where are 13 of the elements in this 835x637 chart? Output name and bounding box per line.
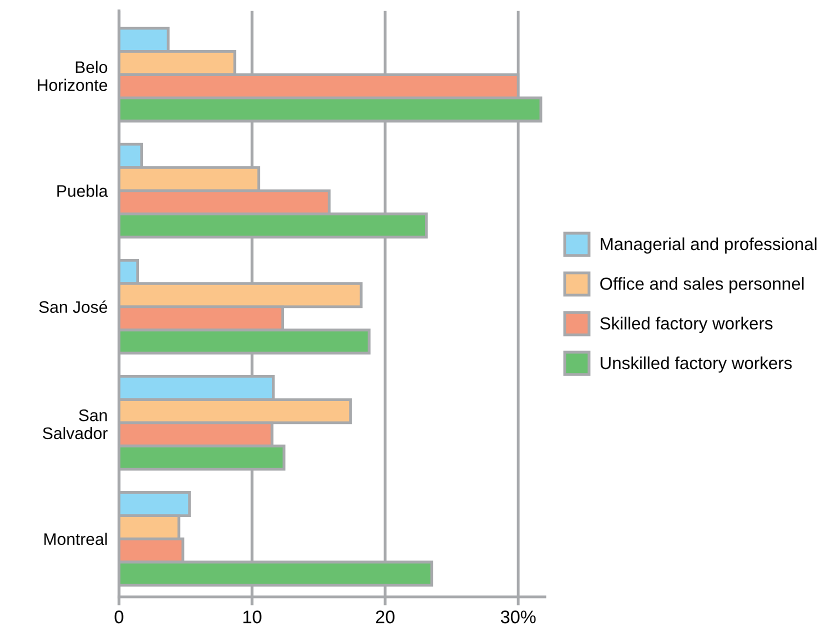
legend-label: Skilled factory workers (600, 316, 772, 333)
x-tick-label: 0 (114, 610, 124, 624)
y-tick-label: San Salvador (42, 409, 108, 440)
legend-label: Unskilled factory workers (600, 356, 792, 373)
x-tick-label: 10 (243, 610, 262, 624)
y-tick-label: San José (39, 300, 108, 313)
x-tick-label: 20 (376, 610, 394, 624)
legend-label: Office and sales personnel (600, 277, 804, 294)
y-tick-label: Belo Horizonte (38, 60, 108, 92)
y-tick-label: Montreal (44, 532, 107, 546)
legend-label: Managerial and professional (600, 237, 816, 254)
x-tick-label: 30% (500, 610, 536, 624)
y-tick-label: Puebla (57, 184, 108, 197)
